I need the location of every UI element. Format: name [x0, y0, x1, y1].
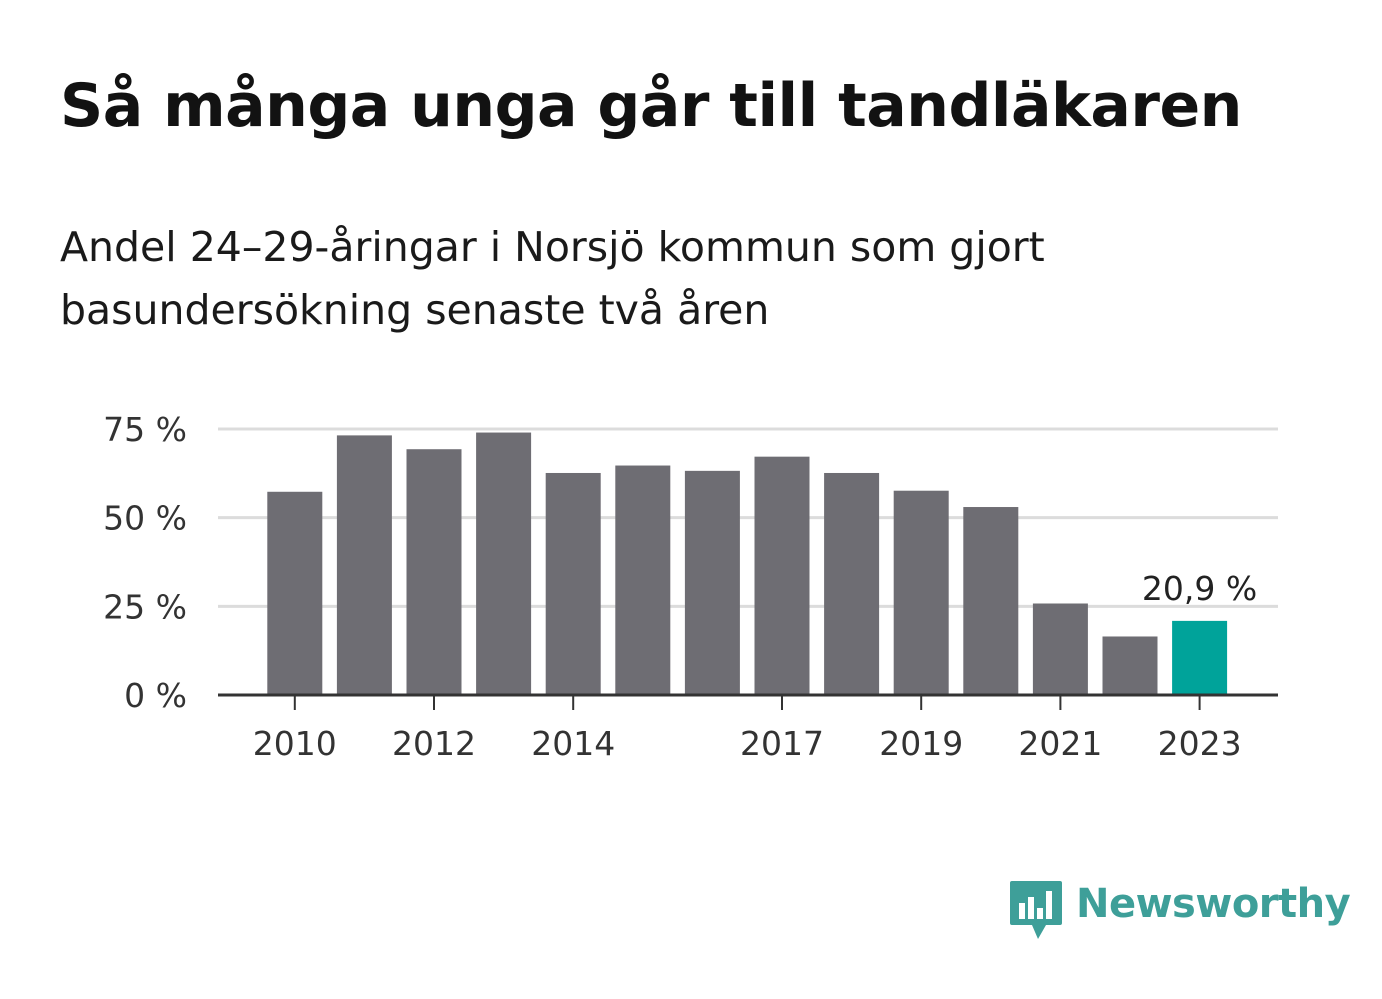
- bar-2021: [1032, 603, 1088, 695]
- bar-2019: [893, 490, 949, 695]
- bar-2010: [267, 491, 323, 695]
- x-tick-label: 2023: [1158, 724, 1242, 763]
- bars: [267, 432, 1228, 695]
- bar-chart-speech-bubble-icon: [1010, 881, 1062, 939]
- x-tick-label: 2021: [1018, 724, 1102, 763]
- x-tick-label: 2019: [879, 724, 963, 763]
- bar-2013: [476, 432, 532, 695]
- x-tick-label: 2012: [392, 724, 476, 763]
- axes: [218, 693, 1278, 710]
- bar-2015: [615, 465, 671, 695]
- bar-2011: [336, 435, 392, 695]
- bar-2017: [754, 456, 810, 695]
- bar-2018: [824, 472, 880, 695]
- bar-2012: [406, 449, 462, 695]
- x-tick-label: 2014: [531, 724, 615, 763]
- labels: 0 % 25 % 50 % 75 % 2010 2012 2014 2017 2019 2021 2…: [103, 410, 1257, 763]
- y-tick-label: 50 %: [103, 499, 187, 538]
- logo-text: Newsworthy: [1076, 881, 1351, 927]
- newsworthy-logo: Newsworthy: [1008, 878, 1351, 942]
- bar-2022: [1102, 636, 1158, 695]
- chart-title: Så många unga går till tandläkaren: [60, 71, 1242, 141]
- x-tick-label: 2017: [740, 724, 824, 763]
- data-label: 20,9 %: [1142, 569, 1257, 608]
- grid-lines: [218, 427, 1278, 608]
- bar-2014: [545, 472, 601, 695]
- chart-subtitle: Andel 24–29-åringar i Norsjö kommun som …: [60, 223, 1045, 334]
- y-tick-label: 0 %: [124, 676, 187, 715]
- x-tick-label: 2010: [253, 724, 337, 763]
- bar-2016: [684, 470, 740, 695]
- y-tick-label: 25 %: [103, 587, 187, 626]
- y-tick-label: 75 %: [103, 410, 187, 449]
- bar-2023: [1172, 620, 1228, 695]
- bar-2020: [963, 507, 1019, 695]
